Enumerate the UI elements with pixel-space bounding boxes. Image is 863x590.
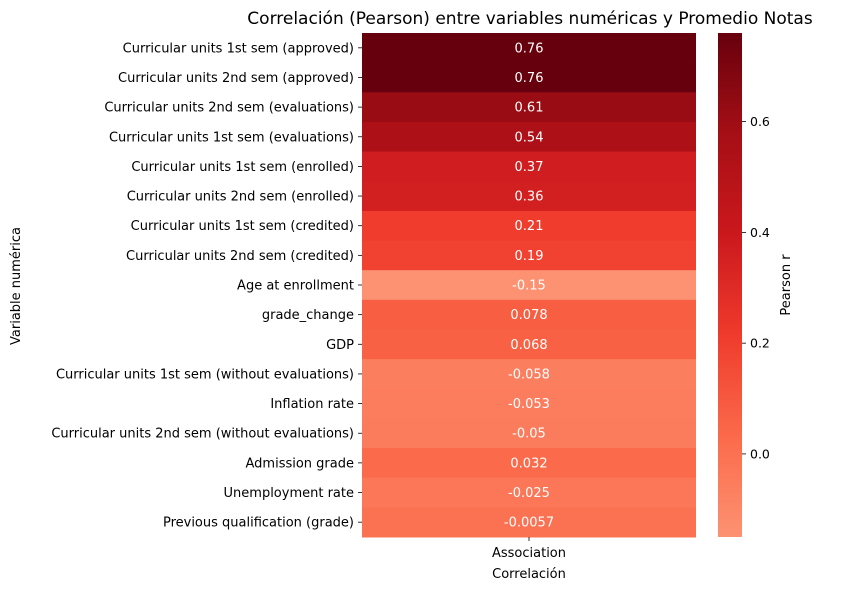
row-label: GDP (326, 338, 354, 353)
colorbar-tick-label: 0.0 (750, 446, 770, 461)
row-labels: Curricular units 1st sem (approved) Curri… (51, 41, 530, 541)
cell-value-label: 0.37 (515, 160, 544, 175)
row-label: Curricular units 1st sem (credited) (131, 219, 354, 234)
x-axis-label: Correlación (492, 567, 566, 582)
cell-value-label: -0.0057 (504, 516, 554, 531)
row-label: Curricular units 2nd sem (approved) (118, 71, 354, 86)
heatmap-cell (362, 151, 696, 182)
heatmap-cell (362, 507, 696, 538)
heatmap-cell (362, 62, 696, 93)
heatmap-cell (362, 329, 696, 360)
heatmap-cell (362, 92, 696, 123)
colorbar (718, 33, 742, 537)
heatmap-cell (362, 33, 696, 64)
row-label: Unemployment rate (224, 486, 354, 501)
heatmap-cell (362, 240, 696, 271)
heatmap-cells (362, 33, 696, 538)
heatmap-cell (362, 477, 696, 508)
cell-value-label: -0.15 (512, 279, 546, 294)
cell-value-label: 0.36 (515, 190, 544, 205)
heatmap-cell (362, 388, 696, 419)
colorbar-tick-label: 0.6 (750, 114, 770, 129)
heatmap-cell (362, 448, 696, 479)
cell-value-label: -0.053 (508, 397, 550, 412)
cell-value-label: 0.54 (515, 130, 544, 145)
row-label: Curricular units 1st sem (evaluations) (109, 130, 354, 145)
heatmap-cell (362, 181, 696, 212)
cell-value-label: 0.76 (515, 71, 544, 86)
heatmap-cell (362, 210, 696, 242)
colorbar-label: Pearson r (779, 254, 794, 316)
chart-title: Correlación (Pearson) entre variables nu… (247, 9, 813, 29)
heatmap-cell (362, 121, 696, 153)
row-label: Curricular units 2nd sem (enrolled) (127, 190, 354, 205)
heatmap-cell (362, 299, 696, 330)
cell-value-label: 0.068 (510, 338, 547, 353)
colorbar-tick-label: 0.4 (750, 225, 770, 240)
cell-value-label: 0.61 (515, 101, 544, 116)
row-label: Age at enrollment (237, 279, 354, 294)
cell-value-label: -0.058 (508, 367, 550, 382)
row-label: Curricular units 1st sem (approved) (123, 41, 354, 56)
cell-value-label: 0.078 (510, 308, 547, 323)
cell-value-label: -0.05 (512, 427, 546, 442)
row-label: grade_change (262, 308, 354, 323)
row-label: Curricular units 1st sem (enrolled) (131, 160, 354, 175)
column-tick-label: Association (492, 546, 566, 561)
y-axis-label: Variable numérica (9, 227, 24, 345)
row-label: Curricular units 2nd sem (credited) (126, 249, 354, 264)
cell-value-label: 0.76 (515, 41, 544, 56)
heatmap-cell (362, 270, 696, 301)
heatmap-cell (362, 359, 696, 390)
cell-value-labels: 0.76 0.76 0.61 0.54 0.37 0.36 0.21 0.19 -0.15 0.0… (504, 41, 554, 530)
row-label: Curricular units 1st sem (without evalua… (56, 367, 354, 382)
row-label: Admission grade (246, 456, 355, 471)
cell-value-label: 0.21 (515, 219, 544, 234)
colorbar-ticks: 0.0 0.2 0.4 0.6 (742, 114, 770, 461)
colorbar-tick-label: 0.2 (750, 336, 770, 351)
row-label: Curricular units 2nd sem (evaluations) (104, 101, 354, 116)
cell-value-label: 0.19 (515, 249, 544, 264)
row-label: Inflation rate (270, 397, 354, 412)
cell-value-label: -0.025 (508, 486, 550, 501)
row-label: Previous qualification (grade) (163, 516, 354, 531)
cell-value-label: 0.032 (510, 456, 547, 471)
heatmap-cell (362, 418, 696, 449)
row-label: Curricular units 2nd sem (without evalua… (51, 427, 354, 442)
